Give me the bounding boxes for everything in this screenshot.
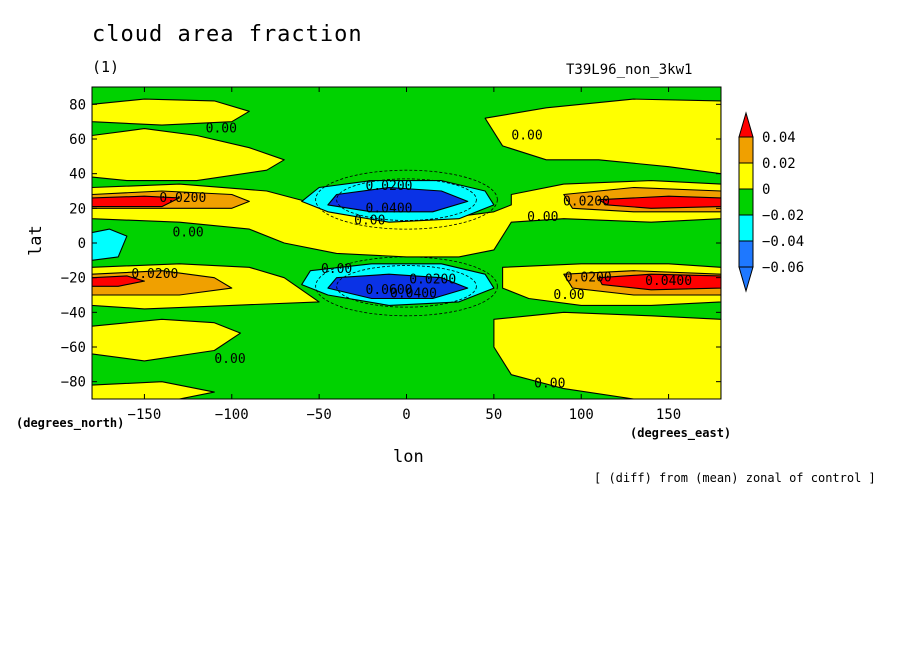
y-axis-label: lat [26,225,46,256]
colorbar-label: −0.02 [762,208,804,224]
dashed-contour [315,256,498,317]
colorbar-segment [738,240,754,268]
contour-region [493,311,721,399]
contour-label: 0.00 [553,288,584,303]
y-tick: 20 [69,201,721,217]
contour-region [92,98,250,126]
x-tick: 0 [402,87,411,423]
y-axis: −80 −60 −40 −20 0 20 40 60 80 [61,97,721,391]
y-tick: 60 [69,132,721,148]
y-tick: 0 [78,236,721,252]
colorbar-label: −0.06 [762,260,804,276]
run-name: T39L96_non_3kw1 [566,62,693,78]
contour-region [327,273,469,300]
colorbar-bottom-arrow [738,266,754,293]
contour-region [92,381,215,399]
x-tick: 100 [569,87,594,423]
y-tick-label: 40 [69,167,86,183]
y-tick-label: 20 [69,201,86,217]
x-tick-label: 150 [656,407,681,423]
y-tick: −80 [61,375,721,391]
y-axis-units: (degrees_north) [16,416,125,430]
colorbar-label: 0.04 [762,130,796,146]
x-tick-label: 0 [402,407,410,423]
footnote: [ (diff) from (mean) zonal of control ] [594,471,876,485]
contour-label: 0.00 [527,210,558,225]
contour-label: 0.0200 [563,194,610,209]
colorbar-top-arrow [738,111,754,138]
colorbar-segment [738,136,754,164]
y-tick-label: −40 [61,305,86,321]
y-tick-label: −20 [61,271,86,287]
x-tick: −100 [215,87,249,423]
contour-label: 0.00 [321,262,352,277]
contour-label: 0.0200 [409,272,456,287]
colorbar-label: 0.02 [762,156,796,172]
y-tick-label: 60 [69,132,86,148]
x-tick-label: 100 [569,407,594,423]
contour-label: 0.0200 [565,271,612,286]
y-tick-label: −60 [61,340,86,356]
x-axis: −150 −100 −50 0 50 100 150 [128,87,681,423]
contour-region [327,186,469,213]
contour-region [92,195,180,208]
dashed-contour [336,265,477,308]
x-tick-label: −150 [128,407,162,423]
contour-label: 0.0200 [131,267,178,282]
colorbar-segment [738,214,754,242]
colorbar: 0.04 0.02 0 −0.02 −0.04 −0.06 [738,111,804,293]
x-axis-label: lon [393,447,424,467]
contour-region [92,318,242,362]
contour-region [598,273,721,291]
y-tick-label: −80 [61,375,86,391]
contour-label: 0.0400 [366,201,413,216]
contour-label: 0.00 [206,122,237,137]
contour-region [92,275,145,287]
colorbar-segment [738,162,754,190]
y-tick-label: 80 [69,97,86,113]
contour-label: 0.0200 [366,179,413,194]
y-tick: −60 [61,340,721,356]
x-tick: 150 [656,87,681,423]
contour-label: 0.00 [534,376,565,391]
contour-label: 0.00 [354,213,385,228]
x-tick: −150 [128,87,162,423]
x-axis-units: (degrees_east) [630,426,732,440]
contour-field [92,87,721,399]
x-tick: −50 [306,87,332,423]
contour-region [598,195,721,209]
colorbar-label: 0 [762,182,770,198]
contour-region [92,128,285,182]
contour-region [92,228,128,261]
y-tick: 40 [69,167,721,183]
contour-label: 0.0400 [390,286,437,301]
x-tick-label: −50 [306,407,331,423]
y-tick: −20 [61,271,721,287]
contour-label: 0.00 [214,352,245,367]
contour-label: 0.00 [511,129,542,144]
y-tick: −40 [61,305,721,321]
dashed-contour [336,178,477,221]
contour-label: 0.00 [172,226,203,241]
contour-label: 0.0600 [366,283,413,298]
chart-subtitle: (1) [92,58,120,76]
colorbar-segment [738,188,754,216]
contour-label: 0.0400 [645,274,692,289]
x-tick-label: 50 [485,407,502,423]
x-tick: 50 [485,87,502,423]
dashed-contour [315,169,498,230]
contour-label: 0.0200 [159,191,206,206]
y-tick-label: 0 [78,236,86,252]
y-tick: 80 [69,97,721,113]
chart-title: cloud area fraction [92,22,363,47]
x-tick-label: −100 [215,407,249,423]
contour-region [484,98,721,175]
colorbar-label: −0.04 [762,234,804,250]
